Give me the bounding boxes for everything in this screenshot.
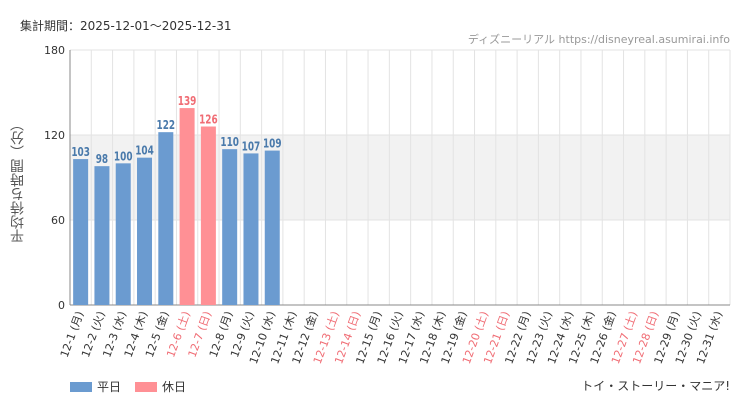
legend-swatch-holiday (135, 381, 158, 392)
bar (179, 108, 195, 305)
bar (243, 153, 259, 305)
bar-value-label: 103 (71, 145, 90, 159)
bar (137, 157, 153, 305)
bar-value-label: 126 (199, 113, 218, 127)
period-label: 集計期間：2025-12-01～2025-12-31 (20, 19, 232, 33)
y-tick-label: 60 (51, 214, 65, 227)
y-tick-label: 120 (44, 129, 65, 142)
legend-swatch-weekday (70, 381, 92, 392)
bar-value-label: 107 (242, 139, 261, 153)
bar-value-label: 104 (135, 144, 154, 158)
y-tick-label: 180 (44, 44, 65, 57)
bar-value-label: 100 (114, 149, 133, 163)
bar-value-label: 139 (178, 94, 197, 108)
bar (222, 149, 238, 305)
y-tick-label: 0 (58, 299, 65, 312)
legend-item-holiday[interactable]: 休日 (135, 378, 186, 395)
legend-label-holiday: 休日 (162, 380, 187, 394)
bar-value-label: 98 (96, 152, 108, 166)
legend-label-weekday: 平日 (97, 380, 122, 394)
bar (94, 166, 110, 305)
bar (115, 163, 131, 305)
bar-value-label: 122 (157, 118, 176, 132)
attraction-name: トイ・ストーリー・マニア! (581, 379, 730, 393)
bar-value-label: 110 (220, 135, 239, 149)
legend-item-weekday[interactable]: 平日 (70, 378, 121, 395)
bar-value-label: 109 (263, 137, 282, 151)
bar (264, 150, 280, 305)
site-watermark: ディズニーリアル https://disneyreal.asumirai.inf… (467, 33, 730, 46)
legend: 平日 休日 (70, 378, 200, 395)
bar (73, 159, 89, 305)
bar (158, 132, 174, 305)
bar (200, 126, 216, 305)
